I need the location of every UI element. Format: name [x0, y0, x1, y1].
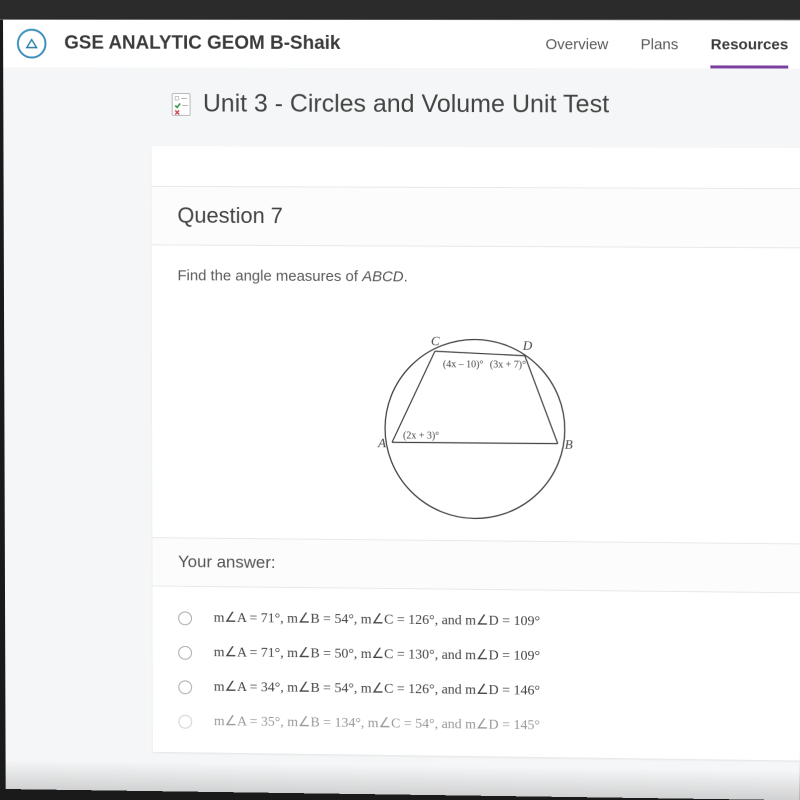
- question-prompt: Find the angle measures of ABCD.: [177, 267, 775, 287]
- svg-text:(2x + 3)°: (2x + 3)°: [402, 430, 438, 441]
- svg-text:D: D: [521, 338, 532, 353]
- choice-text: m∠A = 34°, m∠B = 54°, m∠C = 126°, and m∠…: [214, 679, 540, 700]
- content-area: Unit 3 - Circles and Volume Unit Test Qu…: [3, 67, 800, 800]
- choice-row[interactable]: m∠A = 35°, m∠B = 134°, m∠C = 54°, and m∠…: [178, 704, 774, 746]
- page-title: Unit 3 - Circles and Volume Unit Test: [203, 90, 609, 120]
- tab-plans[interactable]: Plans: [641, 20, 679, 68]
- svg-text:A: A: [377, 435, 386, 450]
- radio-icon[interactable]: [178, 714, 192, 728]
- page-title-row: Unit 3 - Circles and Volume Unit Test: [3, 89, 800, 120]
- radio-icon[interactable]: [178, 611, 192, 625]
- question-body: Find the angle measures of ABCD. ABCD(4x…: [152, 245, 800, 543]
- tab-overview[interactable]: Overview: [545, 20, 608, 68]
- question-header: Question 7: [152, 186, 800, 248]
- app-viewport: GSE ANALYTIC GEOM B-Shaik Overview Plans…: [3, 20, 800, 800]
- assessment-icon: [171, 92, 193, 116]
- question-card: Question 7 Find the angle measures of AB…: [152, 146, 800, 760]
- choice-text: m∠A = 71°, m∠B = 50°, m∠C = 130°, and m∠…: [214, 644, 540, 665]
- nav-tabs: Overview Plans Resources: [545, 20, 788, 68]
- diagram-container: A B C D (4x – 10)° (3x + 7)° (2x + 3)°: [178, 304, 776, 533]
- svg-text:C: C: [430, 333, 439, 348]
- answer-choices: m∠A = 71°, m∠B = 54°, m∠C = 126°, and m∠…: [152, 586, 800, 760]
- top-bar: GSE ANALYTIC GEOM B-Shaik Overview Plans…: [3, 20, 800, 69]
- prompt-var: ABCD: [362, 268, 404, 285]
- circle-diagram: A B C D (4x – 10)° (3x + 7)° (2x + 3)°: [363, 311, 588, 521]
- tab-resources[interactable]: Resources: [711, 20, 789, 68]
- answer-header: Your answer:: [152, 537, 800, 593]
- choice-text: m∠A = 71°, m∠B = 54°, m∠C = 126°, and m∠…: [214, 610, 540, 630]
- svg-text:(3x + 7)°: (3x + 7)°: [489, 359, 525, 370]
- prompt-prefix: Find the angle measures of: [177, 267, 362, 285]
- radio-icon[interactable]: [178, 680, 192, 694]
- browser-chrome: [0, 0, 800, 20]
- prompt-suffix: .: [404, 268, 408, 285]
- svg-text:(4x – 10)°: (4x – 10)°: [442, 359, 483, 370]
- choice-text: m∠A = 35°, m∠B = 134°, m∠C = 54°, and m∠…: [214, 713, 540, 734]
- svg-text:B: B: [564, 437, 572, 452]
- course-title: GSE ANALYTIC GEOM B-Shaik: [64, 33, 340, 55]
- app-logo-icon[interactable]: [17, 29, 47, 59]
- radio-icon[interactable]: [178, 645, 192, 659]
- card-top-spacer: [152, 146, 800, 188]
